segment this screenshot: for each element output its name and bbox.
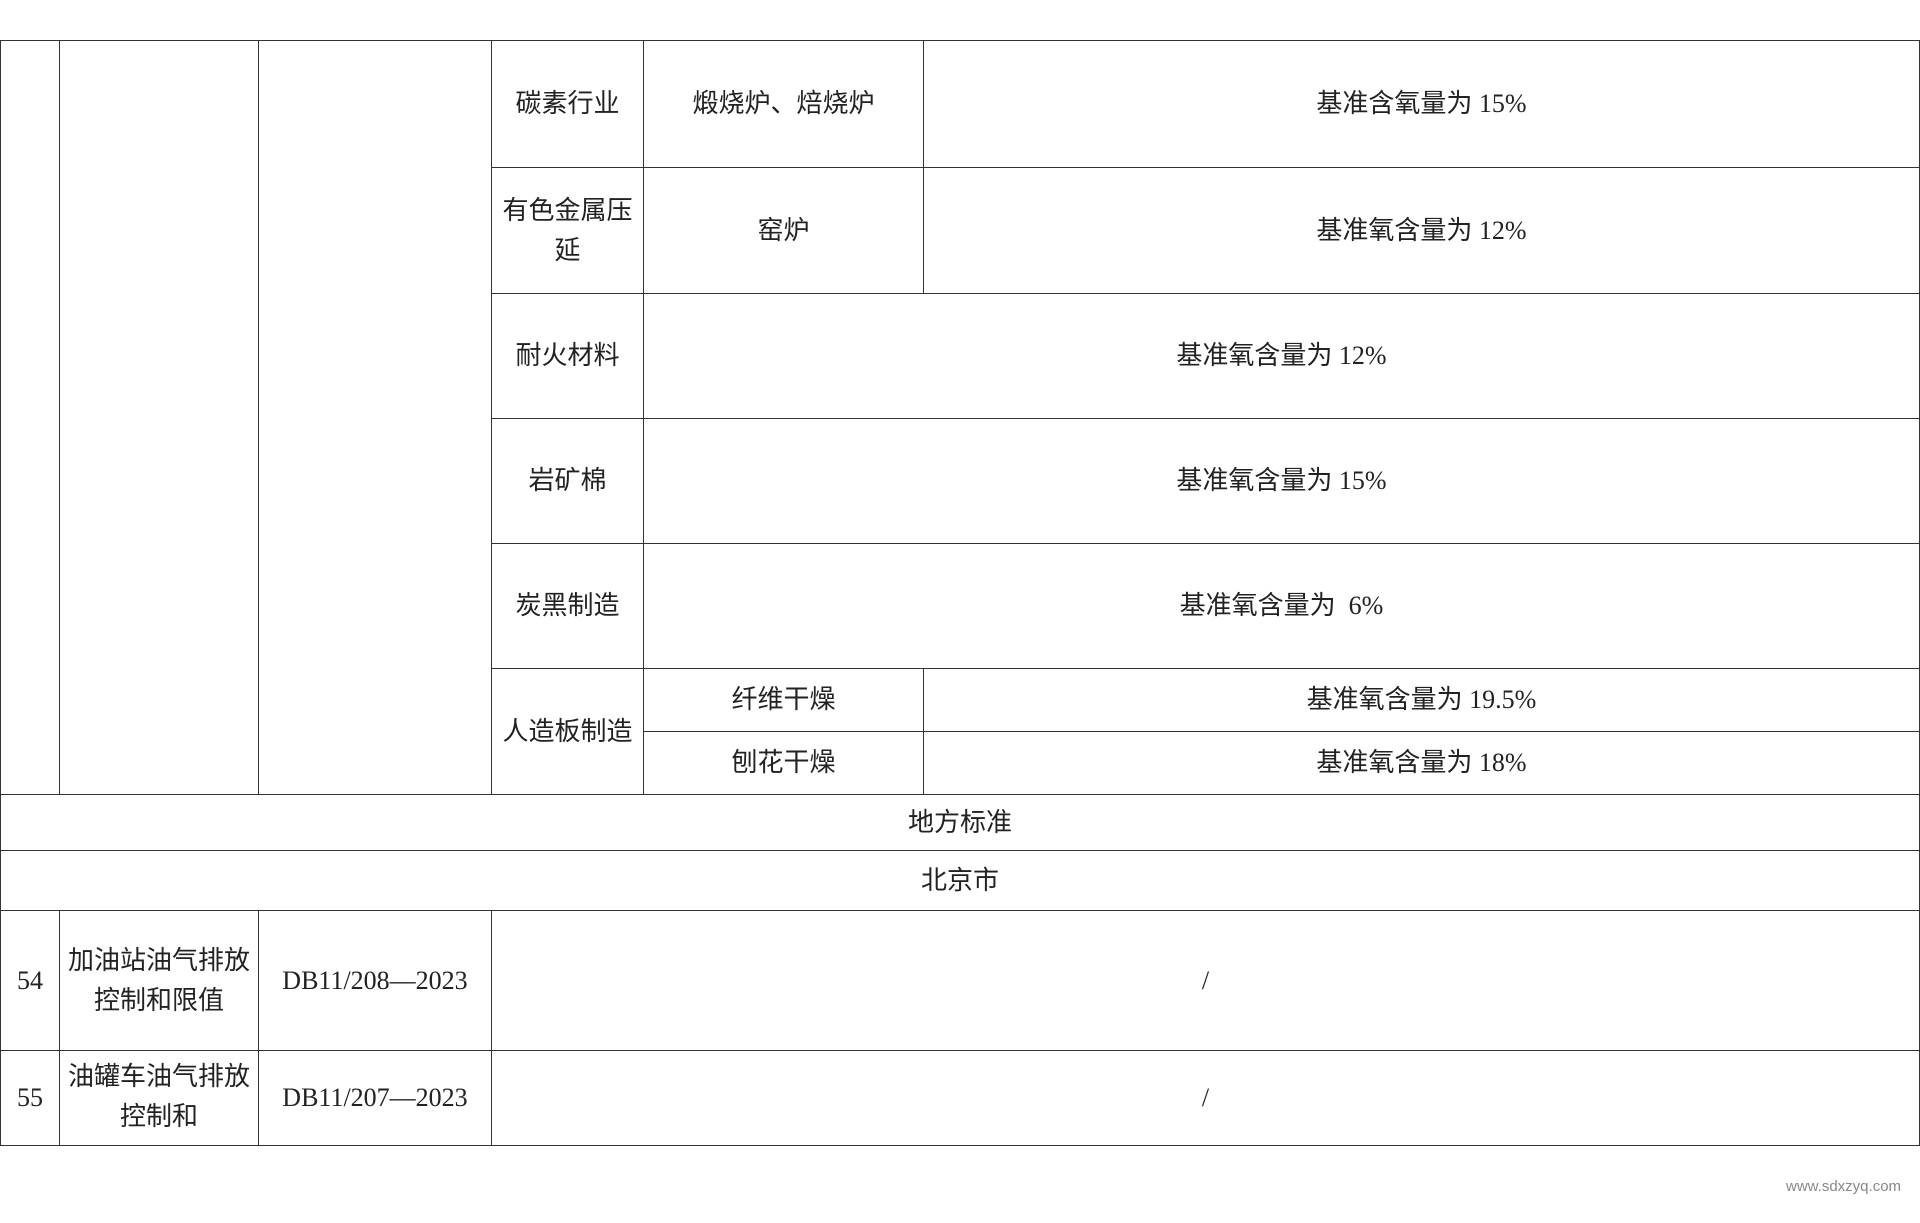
requirement-cell: 基准氧含量为 12% xyxy=(923,167,1920,294)
industry-cell: 耐火材料 xyxy=(491,293,644,419)
code-cell: DB11/207—2023 xyxy=(258,1050,492,1146)
name-cell: 油罐车油气排放控制和 xyxy=(59,1050,259,1146)
industry-cell: 人造板制造 xyxy=(491,668,644,795)
equipment-cell: 窑炉 xyxy=(643,167,924,294)
watermark: www.sdxzyq.com xyxy=(1786,1178,1902,1195)
number-cell: 54 xyxy=(0,910,60,1051)
industry-cell: 碳素行业 xyxy=(491,40,644,168)
table-row: 55 油罐车油气排放控制和 DB11/207—2023 / xyxy=(0,1050,1920,1146)
industry-cell: 炭黑制造 xyxy=(491,543,644,669)
industry-cell: 岩矿棉 xyxy=(491,418,644,544)
table-row: 碳素行业 煅烧炉、焙烧炉 基准含氧量为 15% xyxy=(0,40,1920,795)
table-row: 54 加油站油气排放控制和限值 DB11/208—2023 / xyxy=(0,910,1920,1051)
table-row: 耐火材料 基准氧含量为 12% xyxy=(1,293,1920,419)
requirement-cell: 基准氧含量为 6% xyxy=(643,543,1920,669)
note-cell: / xyxy=(491,910,1920,1051)
empty-cell xyxy=(258,40,492,795)
equipment-cell: 纤维干燥 xyxy=(643,668,924,732)
section-beijing: 北京市 xyxy=(0,850,1920,911)
section-local-standards: 地方标准 xyxy=(0,794,1920,851)
empty-cell xyxy=(59,40,259,795)
name-cell: 加油站油气排放控制和限值 xyxy=(59,910,259,1051)
number-cell: 55 xyxy=(0,1050,60,1146)
requirement-cell: 基准氧含量为 12% xyxy=(643,293,1920,419)
requirement-cell: 基准含氧量为 15% xyxy=(923,40,1920,168)
table-row: 炭黑制造 基准氧含量为 6% xyxy=(1,543,1920,669)
industry-cell: 有色金属压延 xyxy=(491,167,644,294)
standards-table: 碳素行业 煅烧炉、焙烧炉 基准含氧量为 15% 有色金属压延 窑炉 基准氧含量为… xyxy=(0,40,1920,1146)
table-row: 有色金属压延 窑炉 基准氧含量为 12% xyxy=(1,167,1920,294)
requirement-cell: 基准氧含量为 15% xyxy=(643,418,1920,544)
section-row: 地方标准 xyxy=(0,794,1920,851)
requirement-cell: 基准氧含量为 19.5% xyxy=(923,668,1920,732)
equipment-cell: 煅烧炉、焙烧炉 xyxy=(643,40,924,168)
code-cell: DB11/208—2023 xyxy=(258,910,492,1051)
section-row: 北京市 xyxy=(0,850,1920,911)
requirement-cell: 基准氧含量为 18% xyxy=(923,731,1920,795)
empty-cell xyxy=(0,40,60,795)
note-cell: / xyxy=(491,1050,1920,1146)
table-row: 岩矿棉 基准氧含量为 15% xyxy=(1,418,1920,544)
equipment-cell: 刨花干燥 xyxy=(643,731,924,795)
